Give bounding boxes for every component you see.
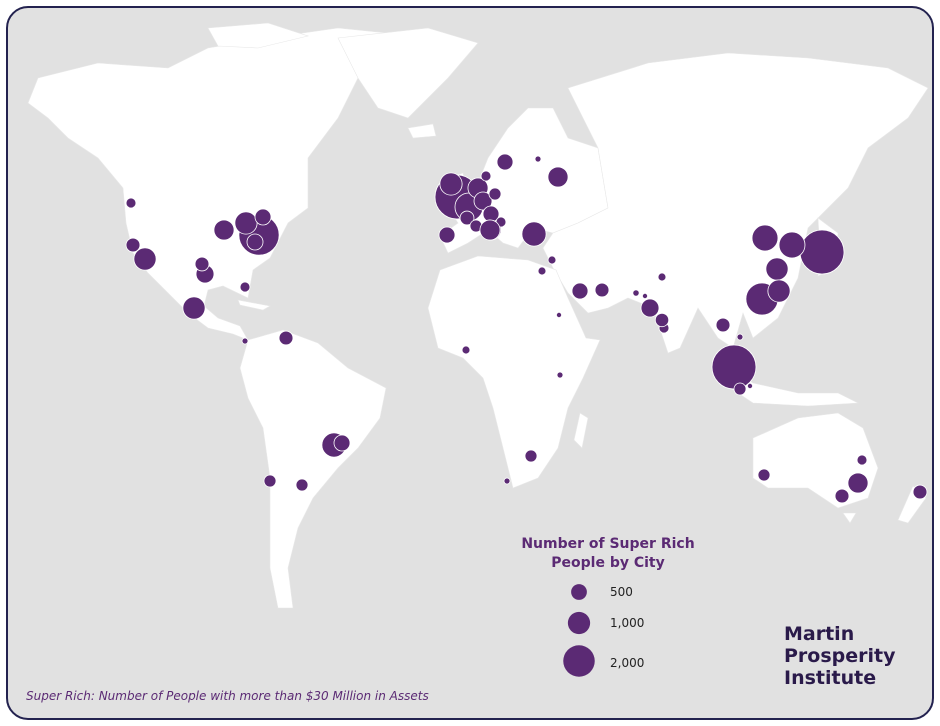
city-bubble <box>767 279 791 303</box>
legend-circle-2000 <box>563 645 595 677</box>
legend-circles <box>563 584 595 677</box>
legend-label-500: 500 <box>610 585 633 599</box>
city-bubble <box>571 282 589 300</box>
city-bubble <box>856 454 868 466</box>
legend-label-1000: 1,000 <box>610 616 645 630</box>
city-bubble <box>194 256 210 272</box>
city-bubble <box>239 281 251 293</box>
legend-title-line2: People by City <box>551 555 665 571</box>
australia <box>752 412 879 509</box>
arctic-islands <box>207 22 310 49</box>
legend-circle-1000 <box>567 611 591 635</box>
city-bubble <box>912 484 928 500</box>
city-bubble <box>480 170 492 182</box>
legend-circle-500 <box>571 584 587 600</box>
city-bubble <box>461 345 471 355</box>
city-bubble <box>556 371 564 379</box>
map-frame: Number of Super Rich People by City 500 … <box>6 6 934 720</box>
city-bubble <box>640 298 660 318</box>
city-bubble <box>263 474 277 488</box>
city-bubble <box>547 166 569 188</box>
city-bubble <box>799 229 845 275</box>
city-bubble <box>479 219 501 241</box>
tasmania <box>842 512 857 524</box>
logo-line1: Martin <box>784 623 855 645</box>
city-bubble <box>847 472 869 494</box>
city-bubble <box>556 312 562 318</box>
city-bubble <box>254 208 272 226</box>
city-bubble <box>473 191 493 211</box>
city-bubble <box>213 219 235 241</box>
greenland <box>337 27 479 119</box>
city-bubble <box>632 289 640 297</box>
logo-line3: Institute <box>784 667 877 689</box>
city-bubble <box>125 237 141 253</box>
city-bubble <box>459 210 475 226</box>
city-bubble <box>534 155 542 163</box>
madagascar <box>573 412 589 449</box>
city-bubble <box>733 382 747 396</box>
city-bubble <box>751 224 779 252</box>
iceland <box>407 123 437 139</box>
city-bubble <box>715 317 731 333</box>
city-bubble <box>747 383 753 389</box>
city-bubble <box>642 293 648 299</box>
north-america <box>27 27 409 341</box>
city-bubble <box>594 282 610 298</box>
city-bubble <box>246 233 264 251</box>
city-bubble <box>295 478 309 492</box>
city-bubble <box>125 197 137 209</box>
city-bubble <box>757 468 771 482</box>
logo-line2: Prosperity <box>784 645 896 667</box>
city-bubble <box>278 330 294 346</box>
city-bubble <box>496 153 514 171</box>
city-bubble <box>439 172 463 196</box>
city-bubble <box>333 434 351 452</box>
cuba <box>237 299 271 311</box>
city-bubble <box>524 449 538 463</box>
land-masses <box>27 22 929 609</box>
city-bubble <box>521 221 547 247</box>
city-bubble <box>241 337 249 345</box>
city-bubble <box>234 211 258 235</box>
footnote: Super Rich: Number of People with more t… <box>26 689 429 703</box>
asia <box>542 52 929 354</box>
city-bubble <box>488 187 502 201</box>
martin-prosperity-institute-logo: Martin Prosperity Institute <box>784 623 896 689</box>
city-bubble <box>736 333 744 341</box>
world-map <box>27 22 929 677</box>
south-america <box>239 329 387 609</box>
city-bubble <box>778 231 806 259</box>
city-bubble <box>654 312 670 328</box>
city-bubble <box>547 255 557 265</box>
city-bubble <box>657 272 667 282</box>
indonesia <box>712 357 860 407</box>
city-bubble <box>133 247 157 271</box>
legend-label-2000: 2,000 <box>610 656 645 670</box>
legend-title: Number of Super Rich People by City <box>508 535 708 573</box>
city-bubble <box>834 488 850 504</box>
city-bubble <box>765 257 789 281</box>
city-bubble <box>438 226 456 244</box>
city-bubble <box>711 344 757 390</box>
legend-title-line1: Number of Super Rich <box>521 536 695 552</box>
city-bubble <box>503 477 511 485</box>
city-bubble <box>537 266 547 276</box>
city-bubble <box>182 296 206 320</box>
city-bubbles <box>125 153 928 504</box>
